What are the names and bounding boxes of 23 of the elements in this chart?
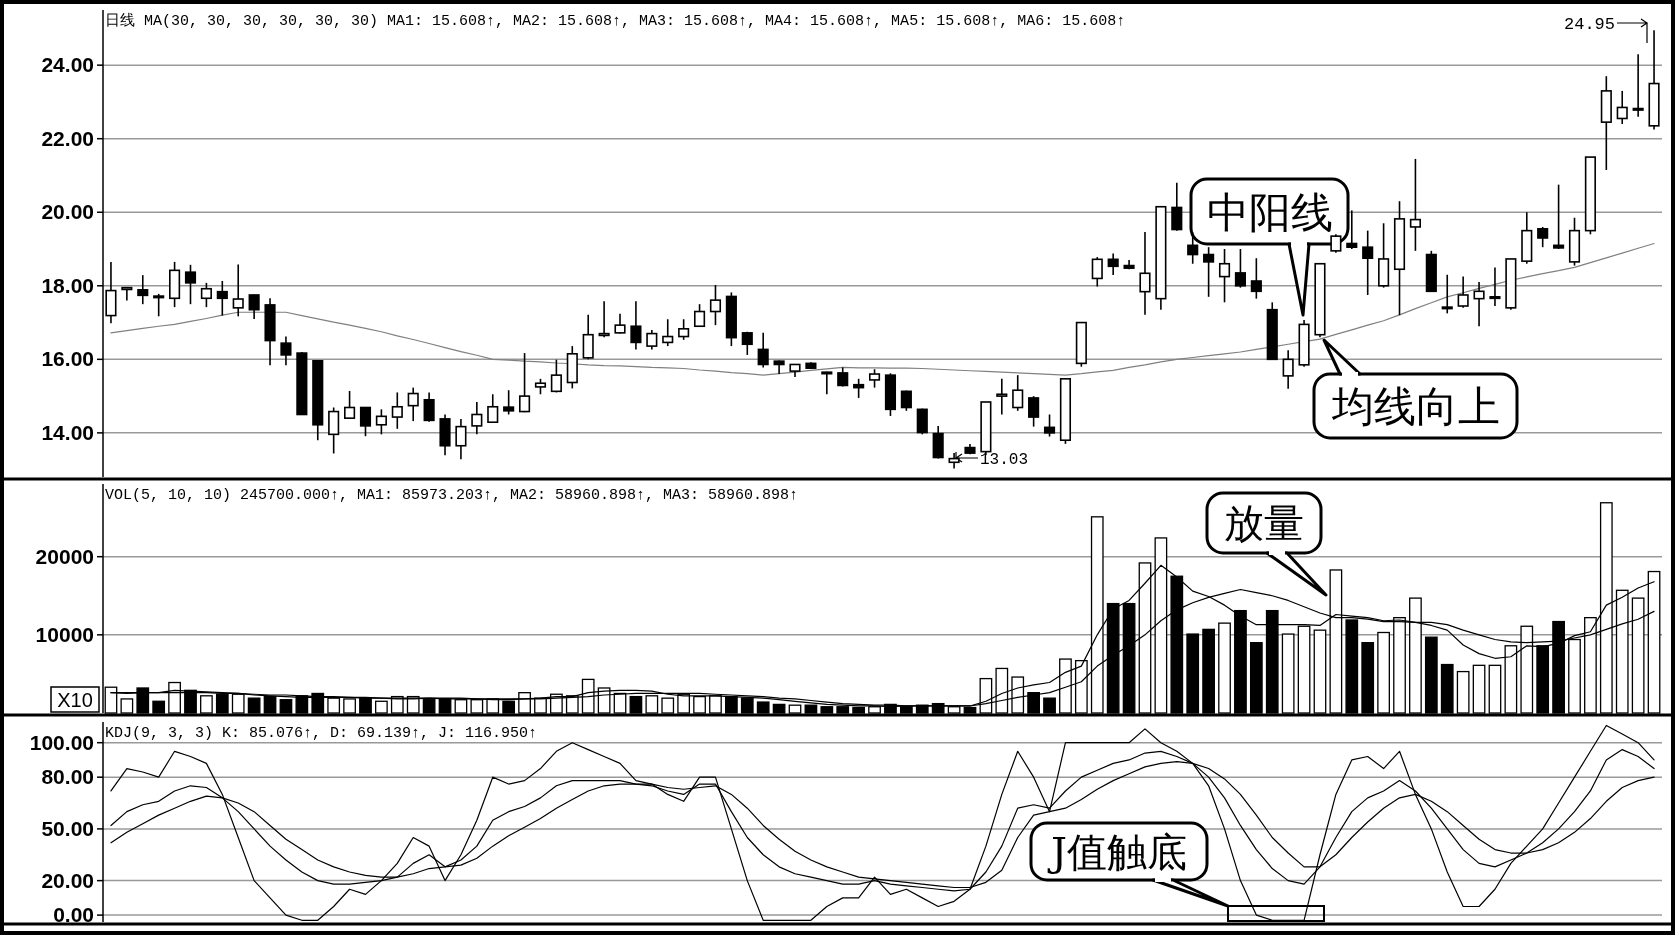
y-tick-label: 0.00 <box>53 903 94 927</box>
annotation: 24.95 <box>1563 15 1615 34</box>
y-tick-label: 18.00 <box>41 273 94 297</box>
y-tick-label: 100.00 <box>29 730 94 754</box>
y-tick-label: 22.00 <box>41 126 94 150</box>
y-tick-label: 10000 <box>35 622 94 646</box>
y-tick-label: 16.00 <box>41 347 94 371</box>
y-tick-label: 24.00 <box>41 53 94 77</box>
text: X10 <box>57 688 93 711</box>
annotation: 放量 <box>1224 500 1304 547</box>
y-tick-label: 20.00 <box>41 200 94 224</box>
y-tick-label: 14.00 <box>41 420 94 444</box>
y-tick-label: 20000 <box>35 544 94 568</box>
y-tick-label: 20.00 <box>41 868 94 892</box>
chart-title: KDJ(9, 3, 3) K: 85.076↑, D: 69.139↑, J: 116.950↑ <box>105 725 538 742</box>
chart-title: VOL(5, 10, 10) 245700.000↑, MA1: 85973.203↑, MA2: 58960.898↑, MA3: 58960.898↑ <box>105 487 799 504</box>
annotation: 均线向上 <box>1330 382 1500 432</box>
y-tick-label: 50.00 <box>41 816 94 840</box>
chart-title: 日线 MA(30, 30, 30, 30, 30, 30) MA1: 15.608↑, MA2: 15.608↑, MA3: 15.608↑, MA4: 15.608↑, MA5: 15.608↑, MA6: 15.608↑ <box>105 12 1126 30</box>
annotation: J值触底 <box>1046 828 1188 875</box>
y-tick-label: 80.00 <box>41 765 94 789</box>
annotation: 13.03 <box>980 451 1029 469</box>
annotation: 中阳线 <box>1206 187 1333 237</box>
